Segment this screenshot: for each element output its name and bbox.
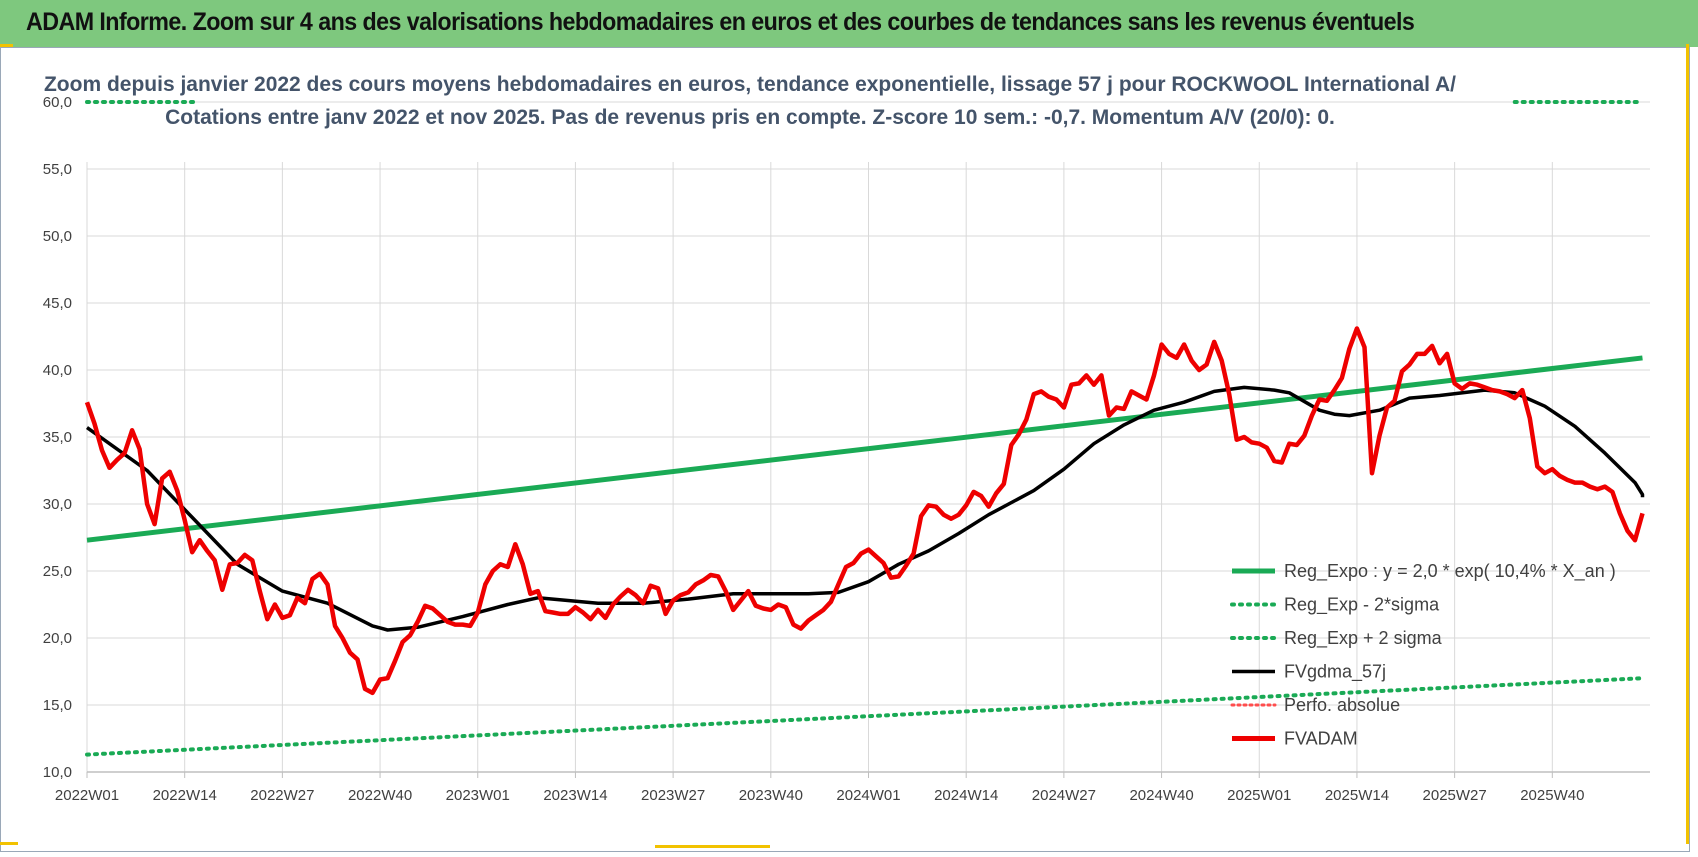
x-tick-label: 2025W27 (1423, 787, 1487, 804)
x-tick-label: 2025W40 (1520, 787, 1584, 804)
x-tick-label: 2023W14 (543, 787, 607, 804)
y-tick-label: 20,0 (43, 630, 72, 647)
x-tick-label: 2025W01 (1227, 787, 1291, 804)
y-tick-label: 60,0 (43, 94, 72, 111)
reg-exp-minus-2-sigma-line (85, 676, 1645, 757)
y-tick-label: 35,0 (43, 429, 72, 446)
title-banner: ADAM Informe. Zoom sur 4 ans des valoris… (0, 0, 1698, 47)
x-tick-label: 2024W40 (1129, 787, 1193, 804)
legend: Reg_Expo : y = 2,0 * exp( 10,4% * X_an )… (1230, 561, 1616, 749)
corner-mark-top-left (0, 44, 13, 47)
x-tick-label: 2024W14 (934, 787, 998, 804)
axes: 10,0 15,0 20,0 25,0 30,0 35,0 40,0 45,0 50,0 55,0… (43, 94, 1650, 804)
y-tick-label: 30,0 (43, 496, 72, 513)
fvadam-line (84, 326, 1645, 696)
chart-title-line-1: Zoom depuis janvier 2022 des cours moyen… (44, 73, 1456, 96)
x-tick-label: 2023W40 (739, 787, 803, 804)
x-tick-label: 2024W27 (1032, 787, 1096, 804)
y-tick-label: 15,0 (43, 697, 72, 714)
x-tick-label: 2023W01 (446, 787, 510, 804)
banner-title: ADAM Informe. Zoom sur 4 ans des valoris… (26, 8, 1415, 36)
legend-label: Perfo. absolue (1284, 695, 1400, 715)
fvgdma-57j-line (85, 385, 1645, 632)
y-tick-label: 45,0 (43, 295, 72, 312)
x-tick-label: 2022W01 (55, 787, 119, 804)
x-tick-label: 2025W14 (1325, 787, 1389, 804)
y-tick-label: 55,0 (43, 161, 72, 178)
corner-mark-bottom-center (655, 845, 770, 848)
grid (86, 101, 1650, 773)
chart-title: Zoom depuis janvier 2022 des cours moyen… (44, 73, 1456, 129)
x-tick-label: 2023W27 (641, 787, 705, 804)
y-tick-label: 10,0 (43, 764, 72, 781)
y-tick-label: 50,0 (43, 228, 72, 245)
corner-mark-bottom-left (0, 842, 18, 845)
legend-label: FVgdma_57j (1284, 662, 1386, 683)
legend-label: FVADAM (1284, 729, 1358, 749)
x-tick-label: 2022W40 (348, 787, 412, 804)
x-tick-label: 2022W27 (250, 787, 314, 804)
chart-title-line-2: Cotations entre janv 2022 et nov 2025. P… (165, 106, 1335, 129)
corner-mark-right (1686, 44, 1689, 844)
reg-expo-trend-line (86, 355, 1643, 543)
legend-label: Reg_Expo : y = 2,0 * exp( 10,4% * X_an ) (1284, 561, 1616, 582)
x-tick-label: 2022W14 (153, 787, 217, 804)
series (84, 100, 1645, 757)
x-tick-label: 2024W01 (836, 787, 900, 804)
legend-label: Reg_Exp - 2*sigma (1284, 595, 1440, 616)
legend-label: Reg_Exp + 2 sigma (1284, 628, 1443, 649)
y-tick-label: 40,0 (43, 362, 72, 379)
y-tick-label: 25,0 (43, 563, 72, 580)
